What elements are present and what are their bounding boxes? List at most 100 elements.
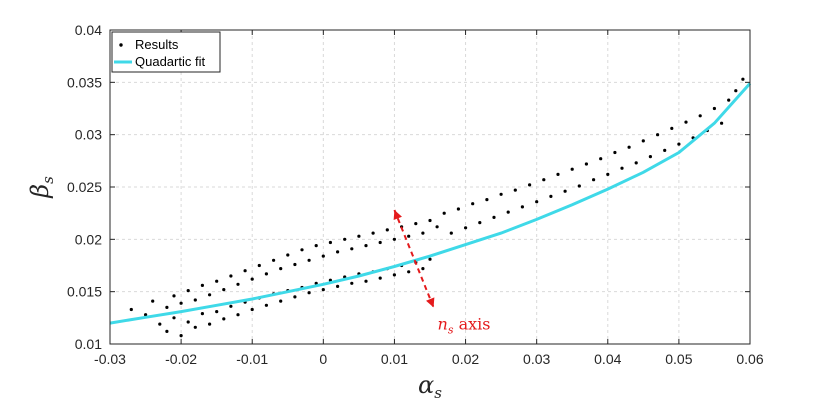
data-point	[250, 307, 254, 312]
data-point	[371, 231, 375, 235]
data-point	[279, 267, 283, 271]
data-point	[634, 161, 638, 165]
data-point	[606, 172, 610, 176]
data-point	[229, 274, 233, 278]
data-point	[670, 126, 674, 130]
x-tick-label: 0.04	[594, 351, 621, 367]
data-point	[528, 183, 532, 187]
data-point	[435, 225, 439, 229]
data-point	[321, 288, 325, 292]
data-point	[563, 189, 567, 193]
data-point	[663, 148, 667, 152]
x-tick-label: 0.03	[523, 351, 550, 367]
data-point	[193, 298, 197, 302]
data-point	[627, 145, 631, 149]
x-tick-label: -0.01	[236, 351, 268, 367]
data-point	[321, 254, 325, 258]
data-point	[364, 279, 368, 283]
data-point	[286, 253, 290, 257]
data-point	[734, 89, 738, 93]
data-point	[464, 226, 468, 230]
data-point	[684, 120, 688, 124]
ticks: -0.03 -0.02 -0.01 0 0.01 0.02 0.03 0.04 0.05 0.06…	[67, 22, 764, 367]
data-point	[392, 237, 396, 241]
data-point	[556, 172, 560, 176]
x-axis-title: αs	[418, 371, 442, 402]
data-point	[222, 317, 226, 321]
data-point	[471, 202, 475, 206]
data-point	[428, 218, 432, 223]
data-point	[741, 77, 745, 81]
data-point	[193, 325, 197, 329]
data-point	[727, 98, 731, 102]
annotation-group: ns axis	[393, 209, 491, 336]
data-point	[158, 322, 162, 326]
legend-label-fit: Quadartic fit	[135, 54, 205, 69]
data-point	[499, 192, 503, 196]
data-point	[179, 334, 183, 338]
annotation-arrowhead-bottom	[426, 297, 435, 308]
data-point	[179, 301, 183, 305]
data-point	[592, 178, 596, 182]
fit-line	[109, 82, 752, 325]
data-point	[186, 320, 190, 324]
data-point	[222, 288, 226, 292]
data-point	[208, 293, 212, 297]
x-tick-label: 0.05	[665, 351, 692, 367]
fit-line-group	[109, 82, 752, 325]
data-point	[172, 316, 176, 320]
x-tick-label: 0.01	[381, 351, 408, 367]
data-point	[129, 307, 133, 312]
data-point	[584, 162, 589, 166]
data-point	[485, 198, 489, 202]
data-point	[549, 194, 553, 198]
data-point	[215, 310, 219, 314]
data-point	[250, 277, 254, 281]
data-point	[279, 299, 283, 303]
data-point	[648, 155, 653, 159]
data-point	[144, 313, 148, 317]
data-point	[570, 167, 574, 171]
data-point	[336, 284, 340, 288]
data-point	[293, 262, 297, 267]
data-point	[641, 139, 645, 143]
legend-box	[111, 31, 221, 73]
data-point	[165, 305, 169, 309]
data-point	[378, 240, 382, 245]
data-point	[200, 283, 204, 287]
data-point	[151, 299, 155, 303]
x-tick-label: -0.02	[165, 351, 197, 367]
y-axis-title: βs	[26, 176, 57, 199]
data-point	[236, 313, 240, 317]
data-point	[364, 244, 368, 248]
x-tick-label: -0.03	[94, 351, 126, 367]
data-point	[257, 263, 261, 268]
data-point	[236, 282, 240, 286]
data-point	[343, 237, 347, 241]
data-point	[407, 270, 411, 274]
data-point	[229, 304, 233, 308]
data-point	[350, 281, 354, 285]
data-point	[300, 248, 304, 252]
data-point	[599, 157, 603, 161]
y-tick-label: 0.035	[67, 74, 102, 90]
data-point	[208, 322, 212, 326]
data-point	[328, 240, 332, 245]
x-tick-label: 0	[319, 351, 327, 367]
legend-marker-results	[119, 43, 123, 47]
x-tick-label: 0.02	[452, 351, 479, 367]
y-tick-label: 0.02	[75, 231, 102, 247]
grid	[110, 30, 750, 344]
data-point	[172, 294, 176, 298]
data-point	[215, 279, 219, 283]
data-point	[428, 257, 432, 261]
data-point	[243, 269, 247, 273]
data-point	[513, 188, 517, 192]
data-point	[449, 231, 453, 235]
data-point	[677, 142, 681, 146]
data-point	[535, 200, 539, 204]
data-point	[385, 228, 389, 232]
legend-label-results: Results	[135, 37, 179, 52]
